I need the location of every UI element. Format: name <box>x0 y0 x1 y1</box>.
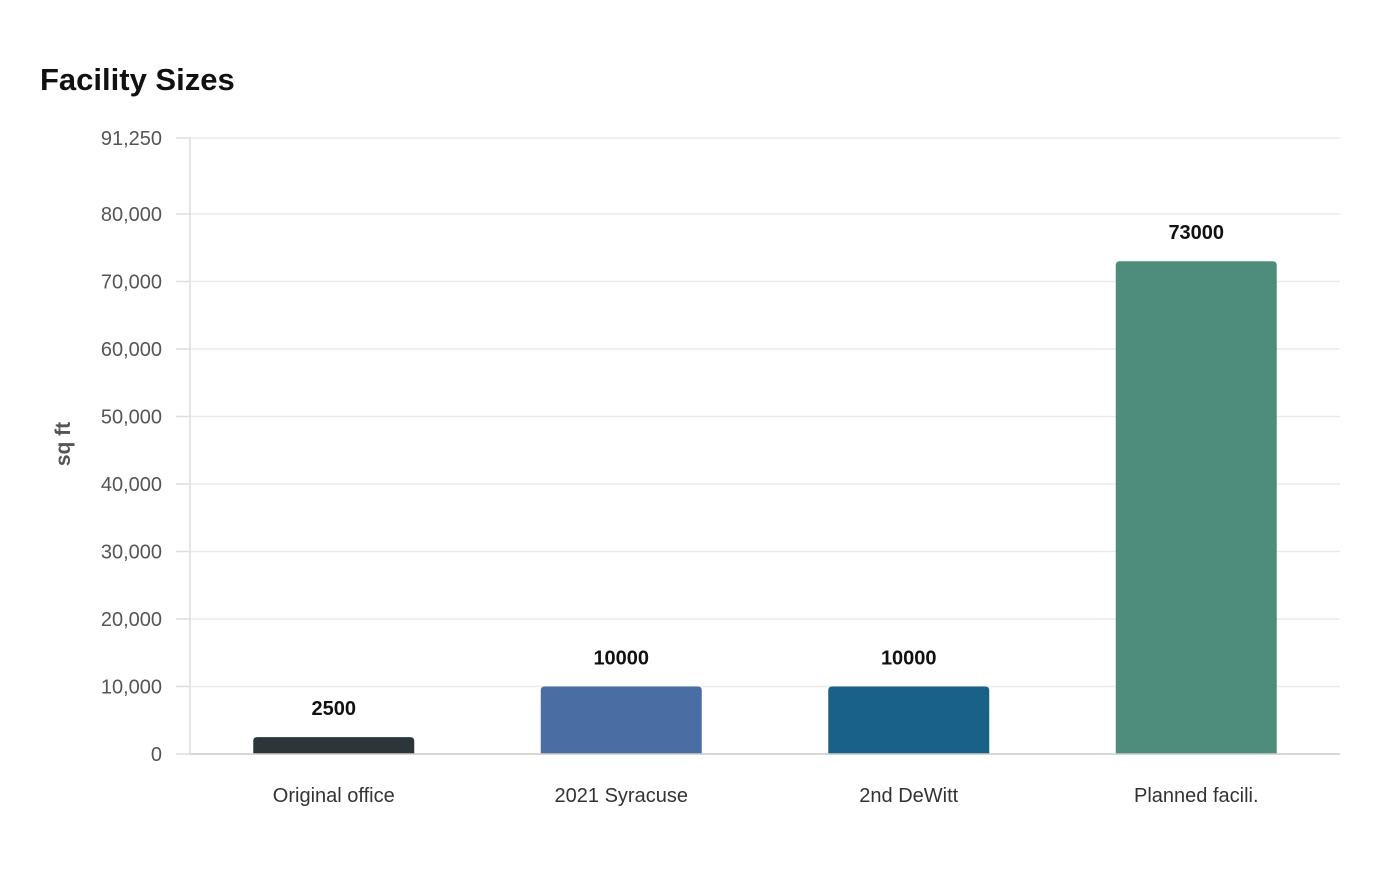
y-tick-label: 60,000 <box>101 339 162 361</box>
x-category-label: Planned facili. <box>1134 785 1259 807</box>
bar <box>540 686 702 754</box>
y-tick-label: 70,000 <box>101 271 162 293</box>
bar-value-label: 10000 <box>593 647 649 669</box>
y-axis-title: sq ft <box>52 422 75 466</box>
y-tick-label: 40,000 <box>101 474 162 496</box>
bar <box>253 737 415 754</box>
x-category-label: Original office <box>273 785 395 807</box>
y-tick-label: 20,000 <box>101 609 162 631</box>
x-category-label: 2021 Syracuse <box>555 785 688 807</box>
chart-title: Facility Sizes <box>40 62 235 97</box>
x-axis-categories: Original office 2021 Syracuse 2nd DeWitt Pl… <box>273 785 1259 807</box>
y-tick-label: 91,250 <box>101 128 162 150</box>
y-axis-ticks: 0 10,000 20,000 30,000 40,000 50,000 60,000 70,… <box>101 128 190 766</box>
bar <box>1115 261 1277 754</box>
bar <box>828 686 990 754</box>
x-category-label: 2nd DeWitt <box>859 785 958 807</box>
y-tick-label: 0 <box>151 744 162 766</box>
value-labels: 2500 10000 10000 73000 <box>312 222 1225 720</box>
y-tick-label: 30,000 <box>101 541 162 563</box>
y-tick-label: 10,000 <box>101 676 162 698</box>
y-tick-label: 80,000 <box>101 204 162 226</box>
bar-value-label: 2500 <box>312 698 357 720</box>
bar-value-label: 73000 <box>1168 222 1224 244</box>
y-tick-label: 50,000 <box>101 406 162 428</box>
bars <box>253 261 1277 754</box>
bar-value-label: 10000 <box>881 647 937 669</box>
